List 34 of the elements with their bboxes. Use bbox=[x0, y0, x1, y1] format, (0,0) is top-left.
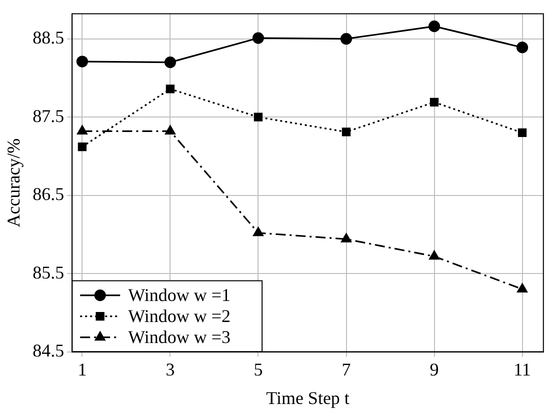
point bbox=[78, 142, 87, 152]
point bbox=[518, 128, 527, 138]
y-axis-title: Accuracy/% bbox=[4, 138, 24, 228]
y-tick-label: 87.5 bbox=[32, 106, 64, 126]
point bbox=[342, 128, 351, 136]
point bbox=[166, 84, 175, 94]
point bbox=[428, 20, 440, 32]
y-tick-label: 85.5 bbox=[32, 262, 64, 282]
legend-label: Window w =3 bbox=[128, 327, 231, 348]
point bbox=[165, 125, 176, 134]
point bbox=[164, 56, 176, 68]
point bbox=[77, 125, 88, 134]
x-axis-title: Time Step t bbox=[266, 388, 350, 408]
x-tick-label: 5 bbox=[254, 359, 263, 380]
point bbox=[430, 98, 439, 107]
point bbox=[517, 283, 528, 293]
y-tick-label: 86.5 bbox=[32, 184, 64, 204]
x-tick-label: 3 bbox=[166, 359, 175, 380]
point bbox=[516, 42, 528, 54]
y-tick-label: 88.5 bbox=[32, 28, 64, 48]
x-tick-label: 11 bbox=[514, 359, 531, 380]
point bbox=[429, 250, 440, 260]
legend-label: Window w =1 bbox=[128, 285, 231, 306]
point bbox=[341, 233, 352, 242]
point bbox=[340, 33, 352, 45]
point bbox=[252, 32, 264, 44]
point bbox=[253, 227, 264, 236]
y-tick-label: 84.5 bbox=[32, 340, 64, 361]
point bbox=[254, 112, 263, 122]
legend-label: Window w =2 bbox=[128, 306, 231, 326]
x-tick-label: 1 bbox=[78, 359, 87, 380]
x-tick-label: 9 bbox=[430, 359, 439, 380]
point bbox=[76, 56, 88, 68]
x-tick-label: 7 bbox=[342, 359, 351, 380]
